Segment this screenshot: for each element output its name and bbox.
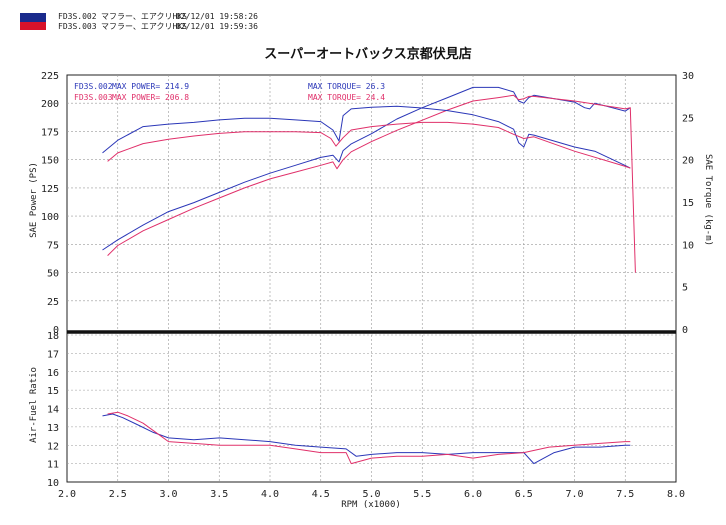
- x-tick-label: 6.5: [515, 489, 533, 500]
- x-tick-label: 3.0: [159, 489, 177, 500]
- legend-run-id: FD3S.002: [74, 82, 113, 91]
- run-header: FD3S.002 マフラー、エアクリHKS 02/12/01 19:58:26 …: [58, 12, 258, 31]
- torque-curve-fd3s-002: [102, 105, 631, 169]
- y-tick-label-afr: 12: [47, 441, 59, 452]
- x-tick-label: 8.0: [667, 489, 685, 500]
- legend-max-torque: MAX TORQUE= 26.3: [308, 82, 385, 91]
- y-axis-label-power: SAE Power (PS): [29, 162, 39, 238]
- legend: FD3S.002 MAX POWER= 214.9 MAX TORQUE= 26…: [74, 82, 385, 102]
- y-tick-label-power: 200: [41, 99, 59, 110]
- y-tick-label-power: 175: [41, 127, 59, 138]
- run-id: FD3S.003: [58, 22, 97, 31]
- y-axis-label-afr: Air-Fuel Ratio: [29, 367, 39, 443]
- run-datetime: 02/12/01 19:59:36: [176, 22, 258, 31]
- y-tick-label-torque: 15: [682, 198, 694, 209]
- y-tick-label-afr: 16: [47, 368, 59, 379]
- x-tick-label: 6.0: [464, 489, 482, 500]
- power-curve-fd3s-002: [102, 86, 631, 251]
- run-description: マフラー、エアクリHKS: [101, 22, 187, 31]
- y-tick-label-power: 0: [53, 325, 59, 336]
- torque-curve-fd3s-003: [107, 121, 631, 169]
- y-tick-label-torque: 10: [682, 240, 694, 251]
- y-tick-label-power: 100: [41, 212, 59, 223]
- x-tick-label: 5.5: [413, 489, 431, 500]
- y-tick-label-power: 150: [41, 156, 59, 167]
- data-series: [102, 86, 636, 465]
- logo-flag-icon: [20, 13, 46, 30]
- y-tick-label-afr: 15: [47, 386, 59, 397]
- y-tick-label-afr: 10: [47, 478, 59, 489]
- y-axis-label-torque: SAE Torque (kg-m): [703, 154, 713, 246]
- afr-curve-fd3s-002: [102, 413, 631, 465]
- run-datetime: 02/12/01 19:58:26: [176, 12, 258, 21]
- x-tick-label: 7.5: [616, 489, 634, 500]
- legend-max-torque: MAX TORQUE= 24.4: [308, 93, 385, 102]
- y-tick-label-afr: 11: [47, 460, 59, 471]
- y-tick-label-power: 50: [47, 269, 59, 280]
- y-tick-label-torque: 20: [682, 156, 694, 167]
- legend-max-power: MAX POWER= 206.8: [112, 93, 189, 102]
- x-axis-label: RPM (x1000): [341, 500, 401, 510]
- y-tick-label-afr: 18: [47, 331, 59, 342]
- legend-run-id: FD3S.003: [74, 93, 113, 102]
- y-tick-label-torque: 0: [682, 325, 688, 336]
- legend-max-power: MAX POWER= 214.9: [112, 82, 189, 91]
- y-tick-label-afr: 13: [47, 423, 59, 434]
- y-tick-label-torque: 5: [682, 283, 688, 294]
- run-id: FD3S.002: [58, 12, 97, 21]
- power-grid: [67, 75, 676, 329]
- x-tick-label: 2.0: [58, 489, 76, 500]
- y-tick-label-torque: 25: [682, 113, 694, 124]
- y-tick-label-power: 75: [47, 240, 59, 251]
- power-curve-fd3s-003: [107, 94, 636, 273]
- y-tick-label-afr: 14: [47, 405, 59, 416]
- x-tick-label: 5.0: [362, 489, 380, 500]
- chart-title: スーパーオートバックス京都伏見店: [264, 46, 471, 62]
- x-tick-label: 4.0: [261, 489, 279, 500]
- y-tick-label-afr: 17: [47, 349, 59, 360]
- y-tick-label-power: 125: [41, 184, 59, 195]
- run-description: マフラー、エアクリHKS: [101, 12, 187, 21]
- y-tick-label-power: 225: [41, 71, 59, 82]
- afr-grid: [67, 334, 676, 482]
- x-tick-label: 3.5: [210, 489, 228, 500]
- x-tick-label: 2.5: [109, 489, 127, 500]
- y-tick-label-power: 25: [47, 297, 59, 308]
- axis-ticks: 2.0 2.5 3.0 3.5 4.0 4.5 5.0 5.5 6.0 6.5 7.0 7.5 8.0 0…: [41, 71, 694, 500]
- x-tick-label: 7.0: [565, 489, 583, 500]
- x-tick-label: 4.5: [312, 489, 330, 500]
- afr-curve-fd3s-003: [107, 411, 631, 465]
- y-tick-label-torque: 30: [682, 71, 694, 82]
